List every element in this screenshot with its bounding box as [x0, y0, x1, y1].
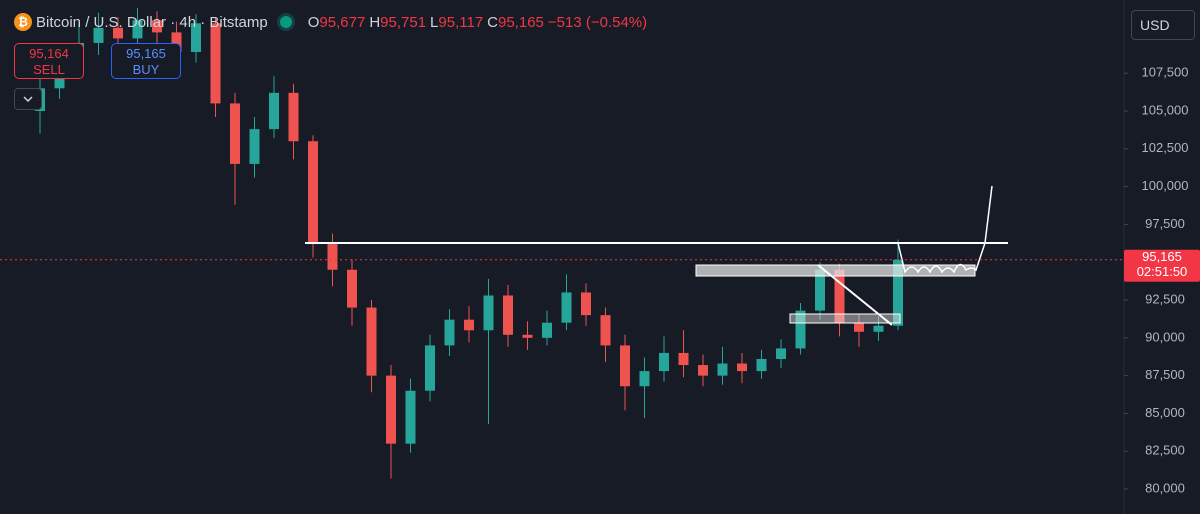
candle-body	[308, 141, 318, 245]
ohlc-values: O95,677 H95,751 L95,117 C95,165	[304, 14, 544, 31]
candle-body	[873, 325, 884, 332]
y-tick-label: 87,500	[1145, 367, 1185, 382]
symbol-title: Bitcoin / U.S. Dollar · 4h · Bitstamp	[36, 13, 268, 31]
y-tick-label: 105,000	[1142, 102, 1189, 117]
buy-button[interactable]: 95,165 BUY	[111, 43, 181, 79]
ohlc-key: O	[307, 13, 320, 31]
y-tick-label: 97,500	[1145, 216, 1185, 231]
candle-body	[366, 307, 377, 376]
currency-select[interactable]: USD	[1131, 10, 1195, 40]
candle-body	[717, 363, 728, 376]
candle-body	[93, 27, 104, 43]
buy-price: 95,165	[126, 46, 166, 61]
candle-body	[503, 295, 513, 335]
y-tick-label: 102,500	[1142, 140, 1189, 155]
candle-body	[405, 390, 416, 444]
y-tick-label: 92,500	[1145, 291, 1185, 306]
candle-body	[659, 352, 669, 372]
sell-label: SELL	[33, 62, 65, 77]
candle-body	[795, 310, 806, 349]
trend-line	[817, 264, 893, 326]
collapse-button[interactable]	[14, 88, 42, 110]
candle-body	[230, 103, 240, 164]
candle-body	[893, 259, 903, 326]
last-price-label: 95,165	[1142, 249, 1182, 264]
coin-icon: ₿	[14, 13, 32, 31]
ohlc-value: 95,165	[498, 13, 544, 31]
candle-body	[152, 20, 162, 33]
chevron	[23, 96, 33, 103]
y-tick-label: 100,000	[1142, 178, 1189, 193]
candle-body	[347, 269, 357, 308]
projection-path	[897, 185, 993, 274]
y-tick-label: 107,500	[1142, 65, 1189, 80]
candle-body	[678, 352, 689, 366]
candle-body	[815, 269, 825, 311]
sell-price: 95,164	[29, 46, 69, 61]
y-tick-label: 85,000	[1145, 405, 1185, 420]
ohlc-key: C	[487, 13, 498, 31]
candle-body	[522, 334, 533, 338]
candle-body	[600, 315, 611, 346]
candle-body	[113, 27, 123, 39]
ohlc-key: L	[430, 13, 439, 31]
ohlc-value: 95,677	[319, 13, 366, 31]
ohlc-value: 95,751	[380, 13, 427, 31]
candle-body	[425, 345, 435, 391]
candle-body	[191, 23, 201, 53]
candle-body	[386, 375, 396, 444]
candle-body	[756, 358, 767, 372]
buy-label: BUY	[132, 62, 160, 77]
y-tick-label: 80,000	[1145, 480, 1185, 495]
candle-body	[483, 295, 494, 331]
candle-body	[620, 345, 630, 387]
candle-body	[698, 365, 708, 376]
candle-body	[249, 129, 260, 164]
candle-body	[288, 92, 299, 142]
candle-body	[776, 348, 786, 359]
countdown-label: 02:51:50	[1137, 264, 1188, 279]
ohlc-key: H	[369, 13, 381, 31]
candle-body	[327, 244, 338, 270]
candle-body	[854, 322, 864, 332]
y-tick-label: 90,000	[1145, 329, 1185, 344]
candle-body	[834, 269, 845, 323]
candle-body	[269, 92, 279, 130]
y-tick-label: 82,500	[1145, 443, 1185, 458]
drawings	[305, 185, 1008, 326]
zone-box	[695, 264, 976, 277]
sell-button[interactable]: 95,164 SELL	[14, 43, 84, 79]
change: −513 (−0.54%)	[547, 13, 648, 31]
candle-body	[542, 322, 552, 338]
candle-body	[737, 363, 747, 372]
market-status	[279, 16, 292, 28]
last-price-box	[1124, 249, 1200, 282]
candle-body	[210, 23, 221, 104]
candle-body	[171, 32, 182, 53]
candle-body	[444, 319, 455, 346]
symbol-header: ₿ Bitcoin / U.S. Dollar · 4h · Bitstamp …	[14, 13, 647, 31]
zone-box	[789, 313, 901, 324]
candle-body	[464, 319, 474, 331]
candle-body	[581, 292, 591, 316]
ohlc-value: 95,117	[438, 13, 484, 31]
candle-body	[639, 371, 650, 387]
candle-body	[132, 20, 143, 39]
candle-body	[561, 292, 572, 323]
